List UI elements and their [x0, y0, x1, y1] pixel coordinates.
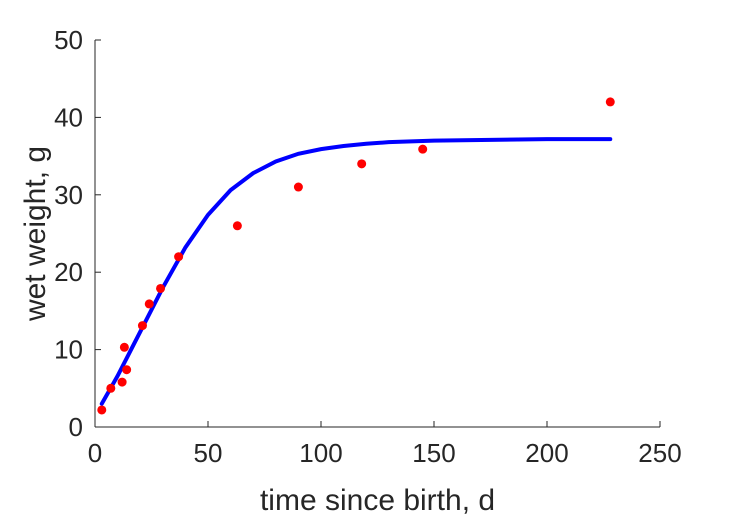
data-point [106, 383, 116, 393]
x-axis-label: time since birth, d [260, 484, 495, 517]
data-point [117, 377, 127, 387]
x-tick-label: 150 [412, 438, 455, 468]
y-tick-label: 50 [54, 25, 83, 55]
y-axis-label: wet weight, g [19, 146, 52, 322]
data-point [174, 252, 184, 262]
data-point [97, 405, 107, 415]
x-tick-label: 100 [299, 438, 342, 468]
x-tick-label: 0 [88, 438, 102, 468]
data-point [137, 321, 147, 331]
y-tick-label: 30 [54, 180, 83, 210]
y-tick-label: 40 [54, 102, 83, 132]
data-point [293, 182, 303, 192]
y-tick-label: 0 [69, 412, 83, 442]
data-point [144, 299, 154, 309]
data-point [156, 283, 166, 293]
data-point [232, 221, 242, 231]
data-point [418, 144, 428, 154]
axes: 0 50 100 150 200 250 0 10 20 30 40 50 [54, 25, 682, 468]
axis-labels: time since birth, d wet weight, g [19, 146, 495, 517]
data-point [122, 365, 132, 375]
data-point [119, 342, 129, 352]
x-tick-label: 200 [525, 438, 568, 468]
fit-curve [99, 137, 613, 406]
x-tick-label: 50 [194, 438, 223, 468]
x-tick-label: 250 [638, 438, 681, 468]
data-points-layer [97, 97, 615, 415]
data-point [605, 97, 615, 107]
data-point [357, 159, 367, 169]
y-tick-label: 20 [54, 257, 83, 287]
y-tick-label: 10 [54, 335, 83, 365]
fit-line-layer [99, 137, 613, 406]
